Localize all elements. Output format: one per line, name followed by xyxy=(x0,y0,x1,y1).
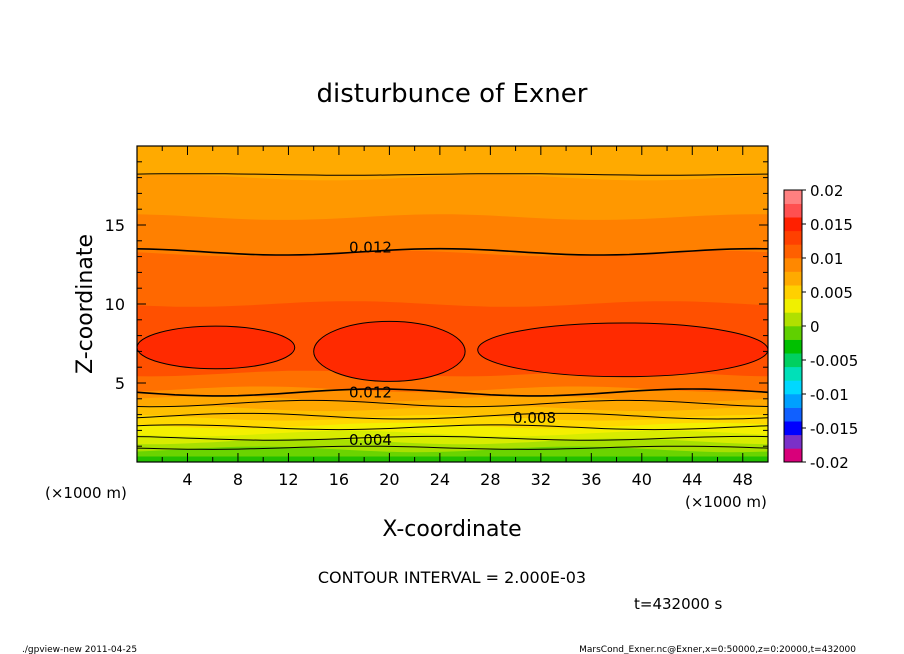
colorbar-swatch xyxy=(784,258,802,272)
time-text: t=432000 s xyxy=(634,595,722,613)
x-axis-unit-left: (×1000 m) xyxy=(45,484,127,502)
x-tick-label: 24 xyxy=(430,470,450,489)
colorbar-label: 0.02 xyxy=(810,182,843,200)
colorbar-label: 0.005 xyxy=(810,284,853,302)
contour-line xyxy=(136,435,769,441)
colorbar-swatch xyxy=(784,366,802,381)
x-axis-label: X-coordinate xyxy=(382,517,521,542)
colorbar-label: 0 xyxy=(810,318,820,336)
y-axis-label: Z-coordinate xyxy=(73,234,98,374)
contour-label: 0.008 xyxy=(513,409,556,427)
colorbar-swatch xyxy=(784,285,802,300)
contour-line xyxy=(136,424,769,431)
colorbar-swatch xyxy=(784,421,802,436)
contour-line xyxy=(136,399,769,408)
colorbar-label: -0.015 xyxy=(810,420,858,438)
contour-cell xyxy=(313,320,466,382)
colorbar-swatch xyxy=(784,190,802,204)
x-tick-label: 28 xyxy=(480,470,500,489)
contour-band xyxy=(137,456,768,462)
contour-cell xyxy=(477,322,769,378)
contour-label: 0.012 xyxy=(349,238,392,256)
x-tick-label: 40 xyxy=(632,470,652,489)
footer-left: ./gpview-new 2011-04-25 xyxy=(22,645,137,654)
colorbar-swatch xyxy=(784,312,802,327)
x-tick-label: 20 xyxy=(379,470,399,489)
chart-title: disturbunce of Exner xyxy=(317,79,588,109)
colorbar-swatch xyxy=(784,271,802,286)
colorbar-swatch xyxy=(784,394,802,408)
x-tick-label: 12 xyxy=(278,470,298,489)
colorbar-swatch xyxy=(784,230,802,245)
colorbar-swatch xyxy=(784,203,802,218)
contour-line xyxy=(136,173,769,176)
x-tick-label: 44 xyxy=(682,470,702,489)
colorbar-label: -0.01 xyxy=(810,386,849,404)
colorbar: 0.02 0.015 0.01 0.005 0 -0.005 -0.01 -0.015 -0.0… xyxy=(783,182,858,472)
colorbar-swatch xyxy=(784,217,802,232)
footer-right: MarsCond_Exner.nc@Exner,x=0:50000,z=0:20… xyxy=(579,645,856,654)
contour-cell xyxy=(136,325,296,370)
x-tick-label: 4 xyxy=(182,470,192,489)
colorbar-label: 0.015 xyxy=(810,216,853,234)
y-tick-label: 10 xyxy=(105,295,125,314)
x-tick-label: 32 xyxy=(531,470,551,489)
contour-line xyxy=(136,247,769,256)
x-tick-label: 8 xyxy=(233,470,243,489)
contour-line xyxy=(136,388,769,397)
y-tick-label: 15 xyxy=(105,216,125,235)
contour-label: 0.012 xyxy=(349,384,392,402)
contour-line xyxy=(136,445,769,450)
colorbar-swatch xyxy=(784,244,802,259)
x-axis-unit-right: (×1000 m) xyxy=(685,493,767,511)
contour-line xyxy=(136,412,769,420)
y-tick-label: 5 xyxy=(115,374,125,393)
colorbar-label: -0.005 xyxy=(810,352,858,370)
contour-label: 0.004 xyxy=(349,431,392,449)
colorbar-swatch xyxy=(784,434,802,449)
colorbar-swatch xyxy=(784,407,802,422)
colorbar-label: 0.01 xyxy=(810,250,843,268)
colorbar-swatch xyxy=(784,353,802,368)
colorbar-swatch xyxy=(784,326,802,340)
contour-interval-text: CONTOUR INTERVAL = 2.000E-03 xyxy=(318,568,586,587)
colorbar-label: -0.02 xyxy=(810,454,849,472)
colorbar-swatch xyxy=(784,339,802,354)
x-tick-label: 48 xyxy=(733,470,753,489)
colorbar-swatch xyxy=(784,298,802,313)
colorbar-swatch xyxy=(784,448,802,463)
x-tick-label: 16 xyxy=(329,470,349,489)
colorbar-swatch xyxy=(784,380,802,395)
x-tick-label: 36 xyxy=(581,470,601,489)
